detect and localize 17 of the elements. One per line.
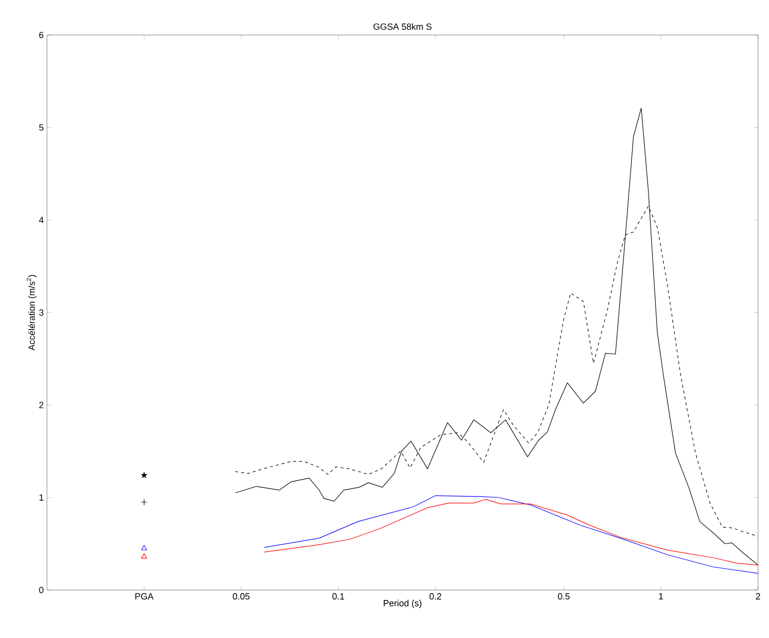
chart-title: GGSA 58km S bbox=[374, 23, 432, 30]
y-axis-title: Accélération (m/s$^{2}$) bbox=[26, 275, 37, 351]
y-tick-label: 0 bbox=[39, 586, 44, 594]
y-tick-label: 6 bbox=[39, 32, 44, 38]
x-tick-label: 0.5 bbox=[558, 593, 570, 600]
x-tick-label: 0.1 bbox=[332, 593, 344, 600]
y-tick-label: 4 bbox=[39, 216, 44, 224]
x-tick-label: PGA bbox=[135, 593, 154, 600]
y-tick-label: 3 bbox=[39, 309, 44, 316]
x-tick-label: 2 bbox=[756, 593, 760, 600]
x-tick-label: 0.05 bbox=[232, 593, 250, 600]
y-tick-label: 1 bbox=[40, 494, 44, 501]
x-axis-title: Period (s) bbox=[384, 600, 422, 608]
x-tick-label: 1 bbox=[659, 593, 663, 600]
y-tick-label: 5 bbox=[39, 124, 44, 131]
y-tick-label: 2 bbox=[39, 402, 44, 408]
x-tick-label: 0.2 bbox=[430, 593, 442, 600]
